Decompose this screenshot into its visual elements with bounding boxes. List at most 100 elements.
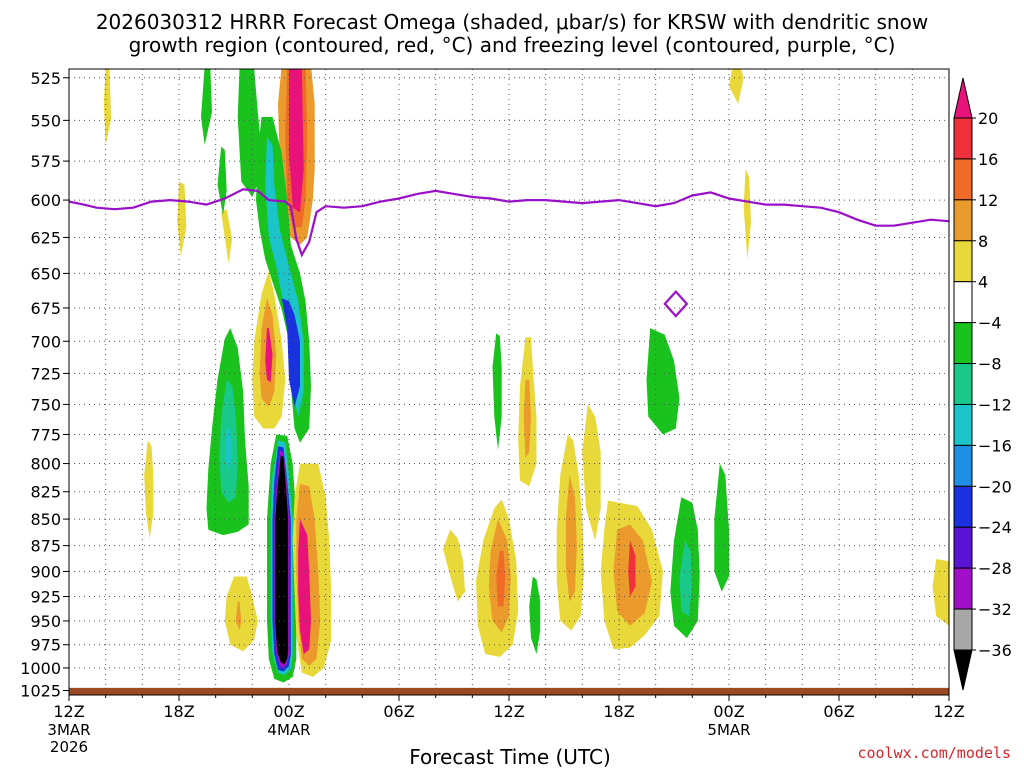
colorbar-bin-5 xyxy=(953,281,973,324)
colorbar-bin-3 xyxy=(953,199,973,242)
x-tick-label-1: 18Z xyxy=(163,702,194,721)
chart-title-line2: growth region (contoured, red, °C) and f… xyxy=(129,33,896,57)
y-tick-label-925: 925 xyxy=(30,588,61,607)
omega-shading-layer xyxy=(103,69,949,683)
omega-region-omega_pos_col_h12_peak xyxy=(289,69,304,213)
y-axis-ticks: 525 550 575 600 625 650 675 700 725 750 775 800 825 8… xyxy=(20,69,69,701)
omega-region-omega_gt4_strip_early xyxy=(103,69,112,145)
omega-region-omega_pos_h27_core xyxy=(565,474,577,602)
x-tick-label-5: 18Z xyxy=(603,702,634,721)
y-tick-label-550: 550 xyxy=(30,111,61,130)
y-tick-label-725: 725 xyxy=(30,364,61,383)
y-tick-label-850: 850 xyxy=(30,510,61,529)
colorbar-label-6: −8 xyxy=(978,355,1002,374)
y-tick-label-825: 825 xyxy=(30,483,61,502)
colorbar-label-7: −12 xyxy=(978,395,1012,414)
colorbar-label-12: −32 xyxy=(978,600,1012,619)
y-tick-label-525: 525 xyxy=(30,69,61,88)
colorbar-label-8: −16 xyxy=(978,436,1012,455)
omega-region-omega_neg_cyan_h9 xyxy=(224,428,233,470)
colorbar-bin-6 xyxy=(953,322,973,365)
omega-region-omega_lt-4_h7 xyxy=(201,69,212,145)
x-tick-label-8: 12Z xyxy=(933,702,964,721)
omega-region-omega_pos_h23_low_core xyxy=(496,550,506,607)
omega-region-omega_lt-4_h8 xyxy=(217,146,227,216)
colorbar-label-10: −24 xyxy=(978,518,1012,537)
omega-region-omega_pos_h9_low_core xyxy=(235,601,242,631)
x-tick-label-7: 06Z xyxy=(823,702,854,721)
colorbar-bin-4 xyxy=(953,240,973,283)
colorbar-top-arrow xyxy=(953,77,973,119)
omega-region-omega_pos_h30_core xyxy=(628,540,636,597)
colorbar-label-0: 20 xyxy=(978,109,998,128)
omega-region-omega_neg_h36 xyxy=(714,463,729,592)
y-tick-label-875: 875 xyxy=(30,537,61,556)
x-tick-year-0: 2026 xyxy=(50,738,88,756)
y-tick-label-775: 775 xyxy=(30,425,61,444)
omega-region-omega_pos_h9_low xyxy=(224,576,258,652)
omega-region-omega_neg_h23 xyxy=(492,333,502,450)
omega-region-omega_lt-4_h10 xyxy=(237,69,264,197)
x-tick-date-2: 4MAR xyxy=(267,721,310,739)
colorbar-bin-10 xyxy=(953,485,973,528)
colorbar: 20 16 12 8 4 −4 −8 −12 −16 −20 −24 −28 −32 −36 xyxy=(953,77,1012,691)
omega-region-omega_pos_h37 xyxy=(743,169,751,260)
colorbar-label-3: 8 xyxy=(978,232,988,251)
colorbar-label-5: −4 xyxy=(978,314,1002,333)
y-tick-label-700: 700 xyxy=(30,332,61,351)
colorbar-bin-11 xyxy=(953,526,973,569)
colorbar-bottom-arrow xyxy=(953,649,973,691)
y-tick-label-675: 675 xyxy=(30,299,61,318)
colorbar-bin-13 xyxy=(953,608,973,651)
omega-region-omega_pos_h4 xyxy=(144,440,154,539)
chart-title-line1: 2026030312 HRRR Forecast Omega (shaded, … xyxy=(96,10,928,34)
freezing-level-loop xyxy=(663,290,689,318)
omega-region-omega_pos_low_col_h13_core xyxy=(298,519,311,655)
colorbar-label-13: −36 xyxy=(978,641,1012,660)
x-axis-label: Forecast Time (UTC) xyxy=(409,745,611,768)
omega-region-omega_neg_h25_low xyxy=(529,576,541,655)
ground-strip xyxy=(69,687,949,695)
gridlines xyxy=(69,69,949,695)
colorbar-label-9: −20 xyxy=(978,477,1012,496)
y-tick-label-800: 800 xyxy=(30,455,61,474)
watermark: coolwx.com/models xyxy=(857,744,1011,762)
colorbar-bin-2 xyxy=(953,158,973,201)
omega-region-omega_gt4_h6 xyxy=(177,181,187,257)
y-tick-label-975: 975 xyxy=(30,636,61,655)
colorbar-label-1: 16 xyxy=(978,150,998,169)
colorbar-bin-7 xyxy=(953,363,973,405)
omega-region-omega_neg_col_h11_deep xyxy=(281,298,300,407)
omega-region-omega_neg_deep_h11_core xyxy=(275,455,289,665)
y-tick-label-900: 900 xyxy=(30,562,61,581)
omega-region-omega_pos_h21_low xyxy=(443,529,465,602)
omega-region-omega_neg_h33_low_teal xyxy=(679,540,693,617)
colorbar-bin-1 xyxy=(953,117,973,160)
x-tick-date-6: 5MAR xyxy=(707,721,750,739)
colorbar-bin-8 xyxy=(953,403,973,446)
x-tick-date-0: 3MAR xyxy=(47,721,90,739)
colorbar-label-11: −28 xyxy=(978,559,1012,578)
colorbar-label-4: 4 xyxy=(978,273,988,292)
y-tick-label-600: 600 xyxy=(30,191,61,210)
freezing-level-line xyxy=(69,188,949,258)
colorbar-bin-12 xyxy=(953,567,973,610)
y-tick-label-650: 650 xyxy=(30,264,61,283)
y-tick-label-1000: 1000 xyxy=(20,659,61,678)
x-tick-label-0: 12Z xyxy=(53,702,84,721)
y-tick-label-575: 575 xyxy=(30,152,61,171)
omega-region-omega_neg_h32 xyxy=(646,328,680,435)
y-tick-label-950: 950 xyxy=(30,612,61,631)
omega-region-omega_pos_h48 xyxy=(932,559,949,626)
omega-region-omega_gt4_h8 xyxy=(221,209,233,264)
x-tick-label-2: 00Z xyxy=(273,702,304,721)
omega-region-omega_pos_h36_top xyxy=(729,69,744,104)
omega-region-omega_pos_h28 xyxy=(582,404,601,541)
y-tick-label-1025: 1025 xyxy=(20,682,61,701)
omega-region-omega_pos_h25_core xyxy=(523,379,531,458)
x-tick-label-6: 00Z xyxy=(713,702,744,721)
colorbar-label-2: 12 xyxy=(978,191,998,210)
omega-region-omega_pos_blob_h10_peak xyxy=(265,328,273,383)
